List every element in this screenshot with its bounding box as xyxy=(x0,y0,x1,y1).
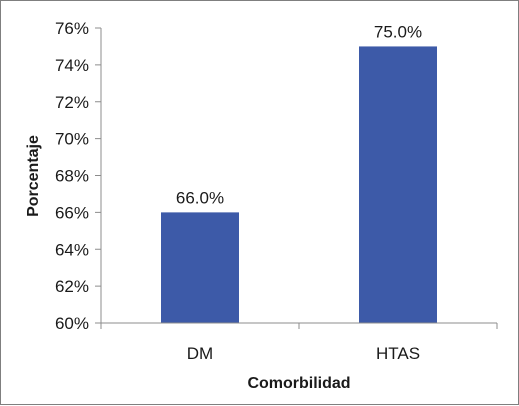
axes xyxy=(100,28,497,324)
data-label: 75.0% xyxy=(374,22,422,41)
y-tick-label: 64% xyxy=(55,240,89,259)
data-labels: 66.0% 75.0% xyxy=(176,22,422,207)
y-axis-title: Porcentaje xyxy=(25,135,42,217)
y-tick-label: 72% xyxy=(55,93,89,112)
y-tick-label: 66% xyxy=(55,203,89,222)
y-tick-label: 68% xyxy=(55,167,89,186)
y-axis-ticks: 60% 62% 64% 66% 68% 70% 72% 74% 76% xyxy=(55,19,101,333)
bar-htas xyxy=(359,46,437,323)
x-tick-label: HTAS xyxy=(376,344,420,363)
x-axis-ticks: DM HTAS xyxy=(100,323,498,363)
data-label: 66.0% xyxy=(176,188,224,207)
y-tick-label: 62% xyxy=(55,277,89,296)
y-tick-label: 70% xyxy=(55,130,89,149)
y-tick-label: 76% xyxy=(55,19,89,38)
bars xyxy=(161,46,437,323)
x-axis-title: Comorbilidad xyxy=(247,375,350,392)
y-tick-label: 74% xyxy=(55,56,89,75)
x-tick-label: DM xyxy=(187,344,213,363)
y-tick-label: 60% xyxy=(55,314,89,333)
bar-dm xyxy=(161,212,239,323)
